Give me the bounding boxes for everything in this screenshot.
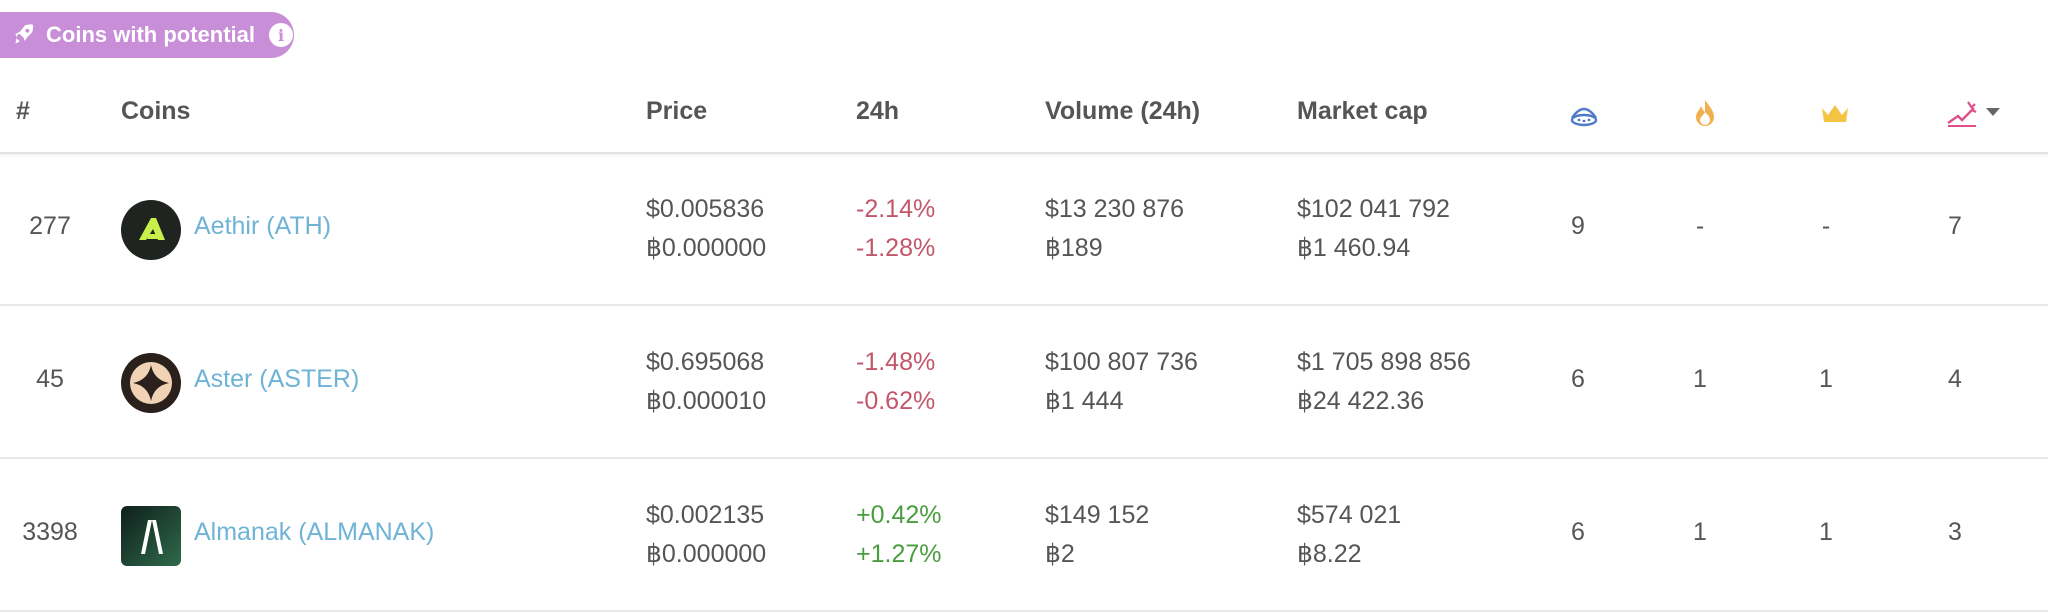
crown-count: - xyxy=(1821,212,1831,240)
volume-btc: ฿189 xyxy=(1045,234,1103,262)
volume-btc: ฿2 xyxy=(1045,540,1075,568)
crown-count: 1 xyxy=(1819,518,1833,546)
table-row[interactable]: 45 Aster (ASTER) $0.695068 ฿0.000010 -1.… xyxy=(0,307,2048,459)
watch-icon[interactable] xyxy=(1567,96,1601,130)
change-btc: -0.62% xyxy=(856,387,936,415)
bull-count: 7 xyxy=(1948,212,1962,240)
column-rank[interactable]: # xyxy=(16,96,30,125)
crown-count: 1 xyxy=(1819,365,1833,393)
change-usd: -1.48% xyxy=(856,348,936,376)
crown-icon[interactable] xyxy=(1818,96,1852,130)
volume-cell: $13 230 876 ฿189 xyxy=(1045,190,1184,268)
fire-count: 1 xyxy=(1693,518,1707,546)
change-btc: +1.27% xyxy=(856,540,942,568)
rank: 3398 xyxy=(22,518,78,546)
column-market-cap[interactable]: Market cap xyxy=(1297,96,1428,125)
mcap-btc: ฿24 422.36 xyxy=(1297,387,1425,415)
price-cell: $0.002135 ฿0.000000 xyxy=(646,496,766,574)
chevron-down-icon[interactable] xyxy=(1985,106,2001,118)
price-usd: $0.695068 xyxy=(646,348,765,376)
price-btc: ฿0.000010 xyxy=(646,387,767,415)
coin-link[interactable]: Aethir (ATH) xyxy=(194,212,332,240)
mcap-usd: $574 021 xyxy=(1297,501,1402,529)
volume-usd: $13 230 876 xyxy=(1045,195,1185,223)
change-btc: -1.28% xyxy=(856,234,936,262)
column-volume[interactable]: Volume (24h) xyxy=(1045,96,1201,125)
change-cell: +0.42% +1.27% xyxy=(856,496,942,574)
volume-cell: $100 807 736 ฿1 444 xyxy=(1045,343,1198,421)
change-cell: -1.48% -0.62% xyxy=(856,343,935,421)
price-cell: $0.695068 ฿0.000010 xyxy=(646,343,766,421)
price-btc: ฿0.000000 xyxy=(646,234,767,262)
mcap-btc: ฿1 460.94 xyxy=(1297,234,1411,262)
watch-count: 6 xyxy=(1571,518,1585,546)
coin-link[interactable]: Almanak (ALMANAK) xyxy=(194,518,435,546)
volume-cell: $149 152 ฿2 xyxy=(1045,496,1149,574)
badge-label: Coins with potential xyxy=(46,22,255,47)
fire-count: - xyxy=(1695,212,1705,240)
column-24h[interactable]: 24h xyxy=(856,96,900,125)
volume-usd: $100 807 736 xyxy=(1045,348,1198,376)
mcap-btc: ฿8.22 xyxy=(1297,540,1362,568)
coin-link[interactable]: Aster (ASTER) xyxy=(194,365,360,393)
info-icon[interactable]: i xyxy=(269,23,293,47)
rank: 277 xyxy=(29,212,71,240)
mcap-usd: $102 041 792 xyxy=(1297,195,1450,223)
bull-count: 3 xyxy=(1948,518,1962,546)
fire-icon[interactable] xyxy=(1688,96,1722,130)
market-cap-cell: $1 705 898 856 ฿24 422.36 xyxy=(1297,343,1471,421)
almanak-logo-icon xyxy=(121,506,181,566)
rank: 45 xyxy=(36,365,64,393)
mcap-usd: $1 705 898 856 xyxy=(1297,348,1471,376)
market-cap-cell: $574 021 ฿8.22 xyxy=(1297,496,1401,574)
bull-count: 4 xyxy=(1948,365,1962,393)
watch-count: 6 xyxy=(1571,365,1585,393)
volume-btc: ฿1 444 xyxy=(1045,387,1124,415)
change-usd: +0.42% xyxy=(856,501,942,529)
table-header: # Coins Price 24h Volume (24h) Market ca… xyxy=(0,70,2048,154)
price-cell: $0.005836 ฿0.000000 xyxy=(646,190,766,268)
aethir-logo-icon xyxy=(121,200,181,260)
coins-with-potential-badge[interactable]: Coins with potential i xyxy=(0,12,294,58)
column-coins[interactable]: Coins xyxy=(121,96,191,125)
price-btc: ฿0.000000 xyxy=(646,540,767,568)
market-cap-cell: $102 041 792 ฿1 460.94 xyxy=(1297,190,1450,268)
fire-count: 1 xyxy=(1693,365,1707,393)
price-usd: $0.002135 xyxy=(646,501,765,529)
table-row[interactable]: 277 Aethir (ATH) $0.005836 ฿0.000000 -2.… xyxy=(0,154,2048,306)
volume-usd: $149 152 xyxy=(1045,501,1150,529)
table-row[interactable]: 3398 Almanak (ALMANAK) $0.002135 ฿0.0000… xyxy=(0,460,2048,612)
aster-logo-icon xyxy=(121,353,181,413)
column-price[interactable]: Price xyxy=(646,96,708,125)
change-cell: -2.14% -1.28% xyxy=(856,190,935,268)
bull-icon[interactable] xyxy=(1945,96,1979,130)
change-usd: -2.14% xyxy=(856,195,936,223)
watch-count: 9 xyxy=(1571,212,1585,240)
rocket-icon xyxy=(15,24,34,44)
price-usd: $0.005836 xyxy=(646,195,765,223)
